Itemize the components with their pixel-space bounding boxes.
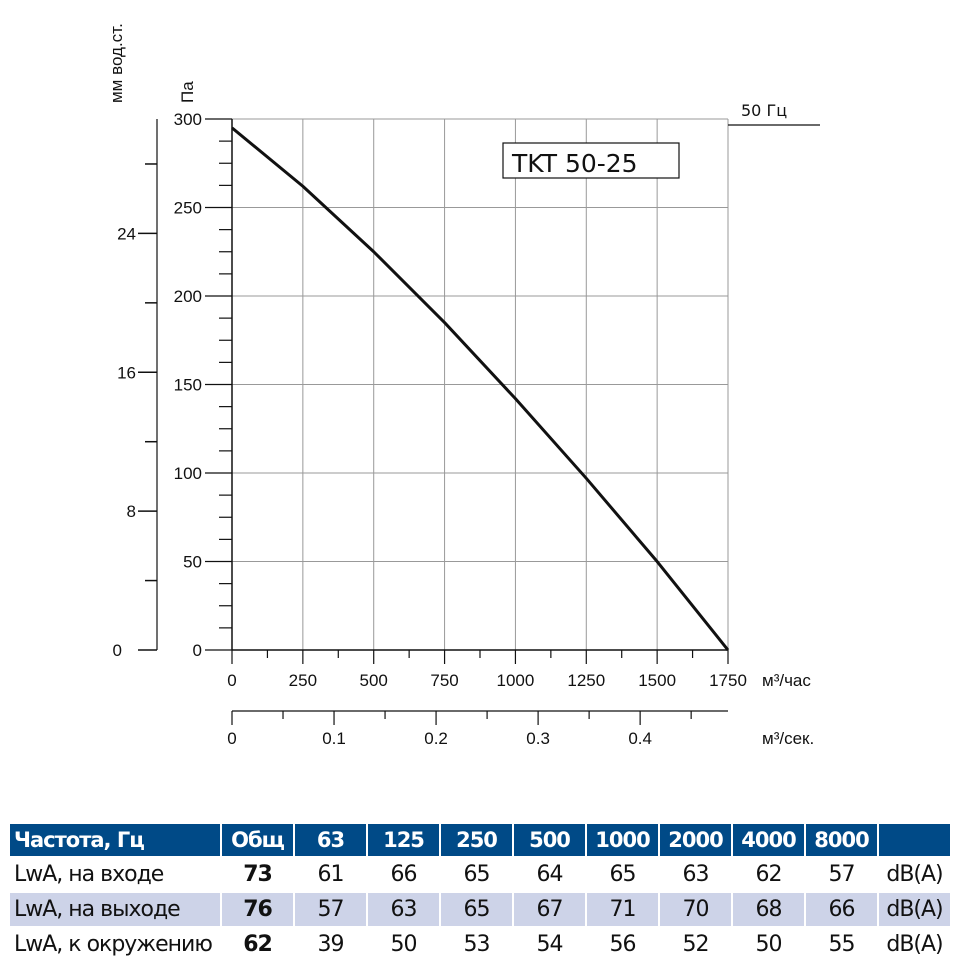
value-cell: 56 (609, 932, 637, 957)
y-tick-label: 50 (183, 553, 202, 572)
x-tick-label: 1250 (567, 671, 605, 690)
table-header-row: Частота, Гц Общ 63 125 250 500 1000 2000 4000 800… (10, 824, 950, 856)
value-cell: 66 (390, 862, 418, 887)
x-axis-label-m3s: м³/сек. (762, 729, 814, 748)
chart-title: TKT 50-25 (511, 149, 638, 178)
y2-tick-label: 8 (127, 502, 136, 521)
row-label: LwA, на входе (14, 862, 164, 887)
x-tick-label: 1750 (709, 671, 747, 690)
value-cell: 63 (368, 893, 439, 926)
value-cell: 67 (514, 893, 585, 926)
value-cell: 65 (463, 862, 491, 887)
table-row: LwA, на входе 73 61 66 65 64 65 63 62 57 dB(A) (10, 858, 950, 891)
value-cell: 70 (660, 893, 731, 926)
header-cell: 125 (368, 824, 439, 856)
legend-label: 50 Гц (741, 101, 787, 120)
header-cell: 4000 (733, 824, 804, 856)
value-cell: 54 (536, 932, 564, 957)
y-tick-label: 0 (193, 641, 202, 660)
total-value: 76 (222, 893, 293, 926)
value-cell: 68 (733, 893, 804, 926)
y2-tick-label: 24 (117, 224, 136, 243)
unit-cell: dB(A) (879, 893, 950, 926)
x-tick-label: 750 (430, 671, 458, 690)
value-cell: 52 (682, 932, 710, 957)
unit-cell: dB(A) (886, 932, 943, 957)
value-cell: 62 (755, 862, 783, 887)
x2-tick-label: 0.3 (526, 729, 550, 748)
value-cell: 50 (755, 932, 783, 957)
value-cell: 71 (587, 893, 658, 926)
x2-tick-label: 0.4 (628, 729, 652, 748)
y-tick-label: 100 (174, 464, 202, 483)
x-tick-label: 1000 (497, 671, 535, 690)
y-tick-label: 300 (174, 110, 202, 129)
y-axis-label-pa: Па (178, 81, 197, 103)
row-label: LwA, на выходе (10, 893, 220, 926)
y-axis-label-mm: мм вод.ст. (107, 23, 126, 103)
fan-performance-chart: 0 50 100 150 200 250 300 0 250 500 750 1000 1250 1500… (107, 23, 820, 748)
value-cell: 39 (317, 932, 345, 957)
y2-tick-label: 16 (117, 363, 136, 382)
x-tick-label: 1500 (638, 671, 676, 690)
x2-tick-label: 0.1 (322, 729, 346, 748)
value-cell: 65 (609, 862, 637, 887)
value-cell: 57 (828, 862, 856, 887)
header-frequency: Частота, Гц (10, 824, 220, 856)
unit-cell: dB(A) (886, 862, 943, 887)
x2-tick-label: 0 (227, 729, 236, 748)
series-line (231, 126, 730, 651)
y-tick-label: 250 (174, 199, 202, 218)
table-row: LwA, к окружению 62 39 50 53 54 56 52 50 55 dB(A) (10, 928, 950, 961)
value-cell: 65 (441, 893, 512, 926)
header-cell: 8000 (806, 824, 877, 856)
x-axis-label-m3h: м³/час (762, 671, 811, 690)
value-cell: 55 (828, 932, 856, 957)
value-cell: 66 (806, 893, 877, 926)
x-tick-label: 0 (227, 671, 236, 690)
x2-tick-label: 0.2 (424, 729, 448, 748)
value-cell: 63 (682, 862, 710, 887)
header-cell: 2000 (660, 824, 731, 856)
value-cell: 64 (536, 862, 564, 887)
y2-tick-label: 0 (113, 641, 122, 660)
total-value: 62 (243, 932, 273, 957)
x-tick-label: 250 (289, 671, 317, 690)
total-value: 73 (243, 862, 273, 887)
row-label: LwA, к окружению (14, 932, 213, 957)
value-cell: 53 (463, 932, 491, 957)
header-cell: 250 (441, 824, 512, 856)
header-cell: 63 (295, 824, 366, 856)
table-row: LwA, на выходе 76 57 63 65 67 71 70 68 66 dB(A) (10, 893, 950, 926)
chart-title-box (502, 142, 680, 179)
header-cell: 1000 (587, 824, 658, 856)
value-cell: 50 (390, 932, 418, 957)
sound-power-table: Частота, Гц Общ 63 125 250 500 1000 2000 4000 800… (8, 822, 952, 963)
y-tick-label: 150 (174, 376, 202, 395)
header-cell: Общ (222, 824, 293, 856)
x-tick-label: 500 (360, 671, 388, 690)
value-cell: 61 (317, 862, 345, 887)
value-cell: 57 (295, 893, 366, 926)
header-cell (879, 824, 950, 856)
y-tick-label: 200 (174, 287, 202, 306)
header-cell: 500 (514, 824, 585, 856)
